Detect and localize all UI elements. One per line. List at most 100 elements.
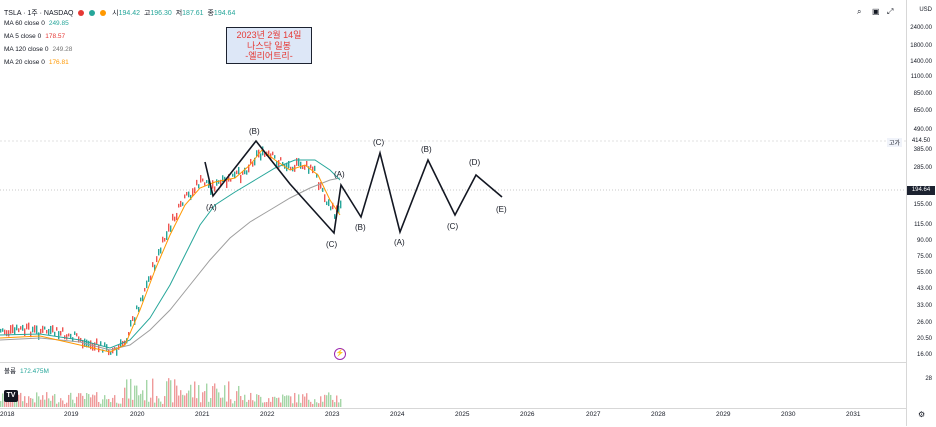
- volume-bar: [306, 393, 308, 407]
- candle: [70, 333, 72, 339]
- candle: [4, 329, 6, 335]
- volume-bar: [202, 392, 204, 407]
- volume-tick: 28: [925, 376, 932, 382]
- volume-bar: [30, 398, 32, 407]
- candle: [318, 182, 320, 191]
- volume-bar: [54, 394, 56, 407]
- volume-bar: [196, 398, 198, 407]
- candle: [104, 342, 106, 347]
- annotation-line1: 2023년 2월 14일: [236, 30, 302, 40]
- candle: [312, 166, 314, 174]
- chart-drawing: [0, 139, 906, 407]
- candle: [110, 351, 112, 355]
- low-value: 187.61: [182, 10, 204, 17]
- alert-dot-icon: [100, 10, 107, 17]
- fullscreen-icon[interactable]: ⤢: [887, 7, 894, 16]
- volume-bar: [146, 379, 148, 407]
- wave-label: (B): [421, 145, 432, 154]
- candle: [228, 174, 230, 182]
- volume-bar: [246, 401, 248, 407]
- candle: [118, 344, 120, 350]
- volume-bar: [14, 400, 16, 407]
- candle: [96, 338, 98, 345]
- volume-bar: [58, 402, 60, 407]
- volume-bar: [132, 399, 134, 407]
- tradingview-logo-icon[interactable]: TV: [4, 390, 18, 402]
- time-tick: 2025: [455, 411, 470, 418]
- volume-bar: [74, 403, 76, 407]
- time-axis[interactable]: [0, 408, 906, 427]
- candle: [10, 325, 12, 334]
- volume-bar: [124, 387, 126, 407]
- currency-label[interactable]: USD: [919, 7, 932, 13]
- volume-bar: [150, 397, 152, 407]
- symbol-header[interactable]: TSLA · 1주 · NASDAQ 시194.42 고196.30 저187.…: [4, 8, 235, 18]
- volume-bar: [142, 390, 144, 407]
- volume-bar: [332, 399, 334, 407]
- volume-bar: [164, 396, 166, 407]
- candle: [324, 194, 326, 203]
- annotation-box[interactable]: 2023년 2월 14일 나스닥 일봉 -엘리어트리-: [226, 27, 312, 64]
- volume-bar: [266, 402, 268, 407]
- candle: [162, 236, 164, 243]
- search-icon[interactable]: ⌕: [857, 7, 862, 16]
- volume-bar: [12, 401, 14, 407]
- volume-bar: [214, 383, 216, 407]
- volume-bar: [148, 401, 150, 407]
- camera-icon[interactable]: ▣: [872, 7, 880, 16]
- candle: [124, 340, 126, 345]
- candle: [240, 174, 242, 184]
- candle: [186, 191, 188, 196]
- price-chart[interactable]: [0, 0, 906, 362]
- volume-bar: [84, 399, 86, 407]
- time-tick: 2022: [260, 411, 275, 418]
- volume-label[interactable]: 볼륨 172.475M: [4, 365, 49, 375]
- time-tick: 2029: [716, 411, 731, 418]
- indicator-ma120[interactable]: MA 120 close 0 249.28: [4, 46, 72, 53]
- volume-bar: [312, 403, 314, 407]
- annotation-line3: -엘리어트리-: [245, 51, 293, 61]
- indicator-ma5[interactable]: MA 5 close 0 178.57: [4, 33, 65, 40]
- gear-icon[interactable]: ⚙: [918, 410, 926, 419]
- candle: [336, 205, 338, 213]
- volume-bar: [302, 394, 304, 407]
- indicator-label: MA 5 close 0: [4, 33, 42, 40]
- volume-bar: [24, 396, 26, 407]
- volume-bar: [120, 403, 122, 407]
- candle: [236, 170, 238, 175]
- wave-label: (A): [394, 238, 405, 247]
- volume-bar: [128, 398, 130, 407]
- indicator-ma20[interactable]: MA 20 close 0 176.81: [4, 59, 69, 66]
- price-tick: 43.00: [916, 286, 932, 292]
- candle: [132, 316, 134, 322]
- volume-pane[interactable]: [0, 362, 906, 409]
- price-tick: 33.00: [916, 303, 932, 309]
- candle: [170, 225, 172, 232]
- indicator-ma60[interactable]: MA 60 close 0 249.85: [4, 20, 69, 27]
- candle: [172, 213, 174, 221]
- candle: [150, 275, 152, 281]
- volume-bar: [270, 401, 272, 407]
- volume-bar: [8, 398, 10, 407]
- candle: [192, 188, 194, 196]
- time-tick: 2031: [846, 411, 861, 418]
- volume-bar: [240, 396, 242, 407]
- candle: [160, 247, 162, 254]
- indicator-label: MA 20 close 0: [4, 59, 45, 66]
- price-tick: 20.50: [916, 336, 932, 342]
- candle: [34, 325, 36, 333]
- lightning-event-icon[interactable]: ⚡: [334, 348, 346, 360]
- wave-label: (C): [373, 138, 385, 147]
- volume-bar: [236, 391, 238, 407]
- candle: [56, 327, 58, 331]
- volume-bar: [60, 398, 62, 407]
- volume-bar: [186, 393, 188, 407]
- candle: [230, 178, 232, 182]
- volume-bar: [256, 394, 258, 407]
- volume-bar: [92, 394, 94, 407]
- price-axis[interactable]: [906, 0, 936, 426]
- status-dot-icon: [78, 10, 85, 17]
- open-label: 시: [112, 10, 119, 17]
- candle: [306, 160, 308, 167]
- volume-bar: [144, 400, 146, 407]
